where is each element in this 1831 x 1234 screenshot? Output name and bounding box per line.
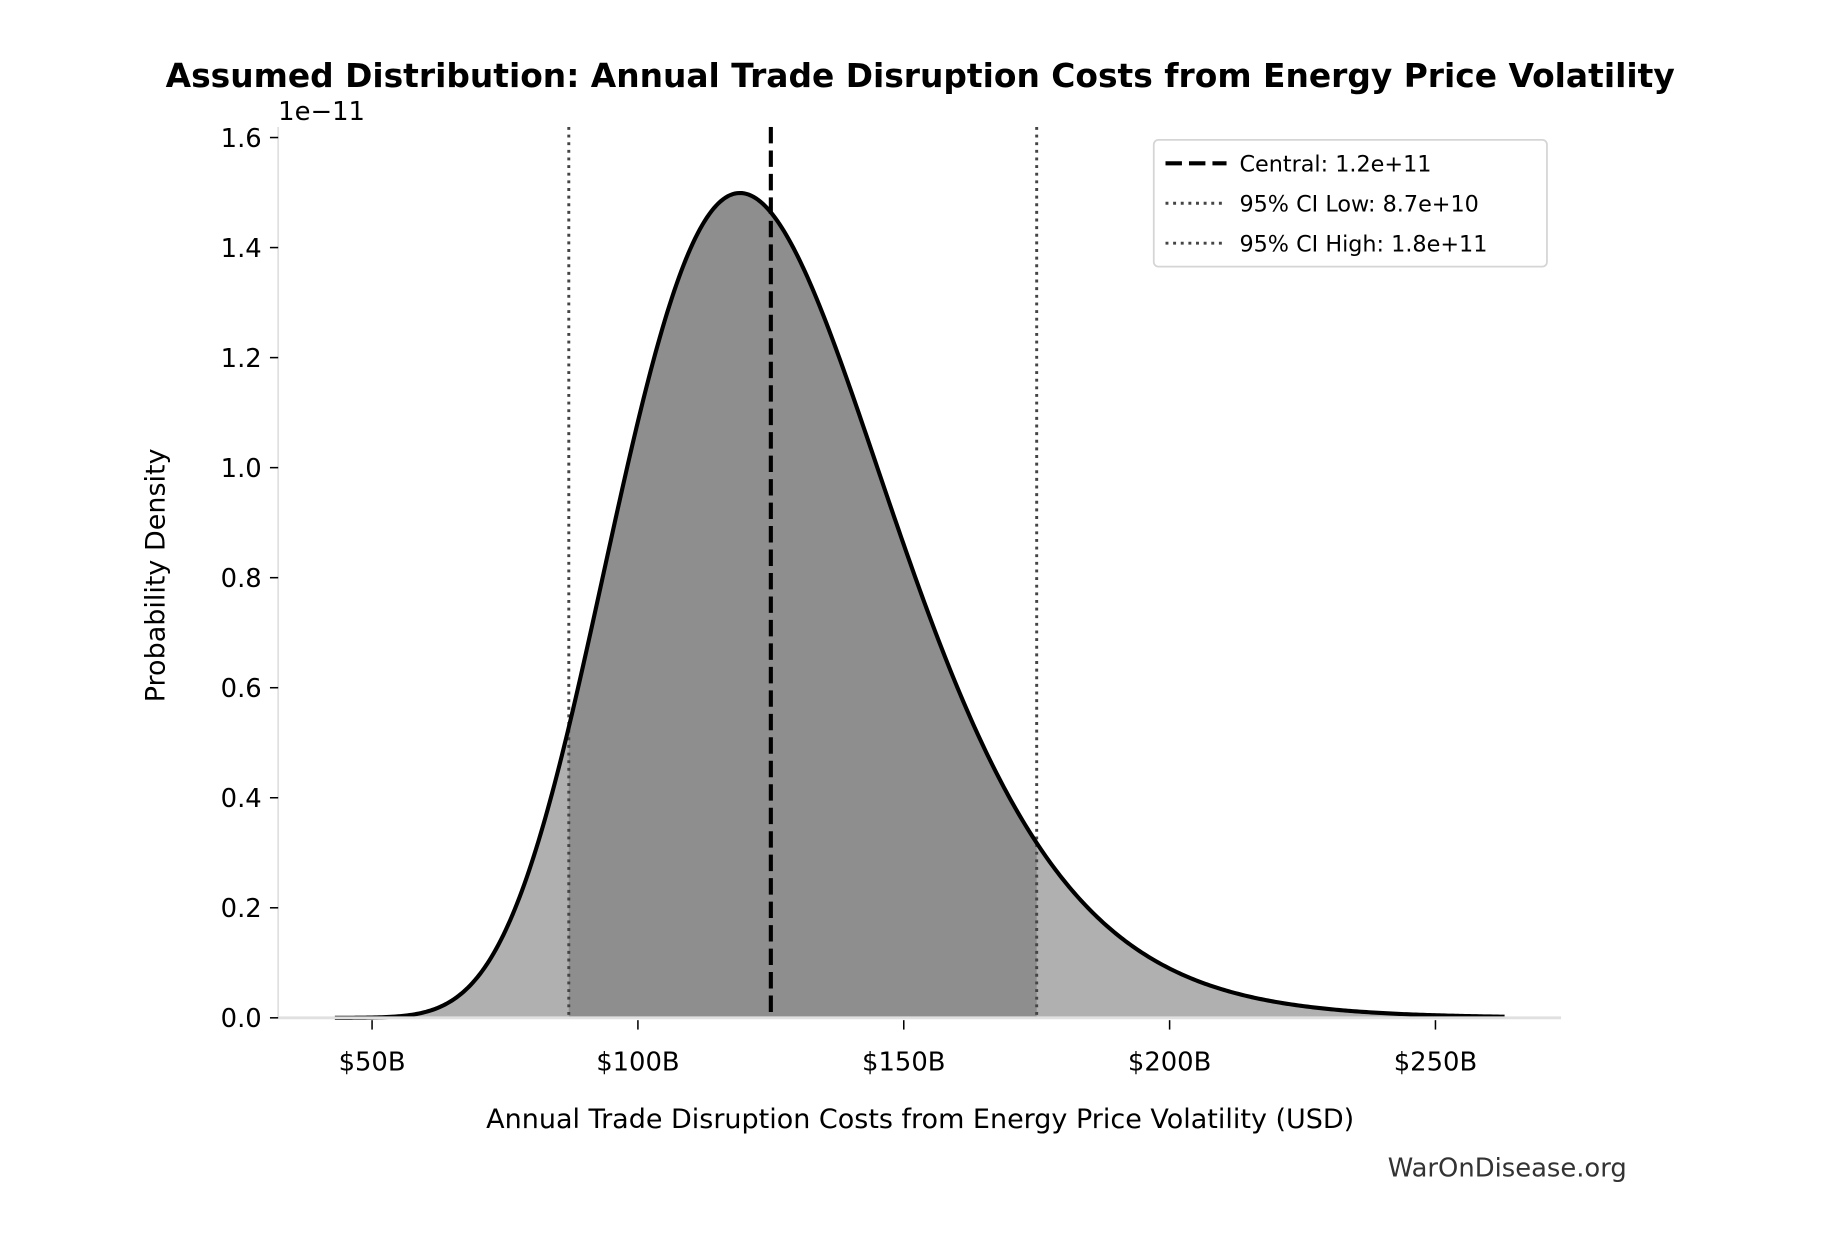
plot-area — [277, 126, 1562, 1020]
y-tick-label: 0.0 — [221, 1004, 262, 1034]
watermark: WarOnDisease.org — [1388, 1153, 1627, 1183]
y-tick-label: 1.6 — [221, 124, 262, 154]
legend-central-label: Central: 1.2e+11 — [1239, 152, 1431, 178]
x-tick-label: $250B — [1394, 1048, 1477, 1078]
y-axis-label: Probability Density — [140, 448, 171, 702]
chart-title: Assumed Distribution: Annual Trade Disru… — [166, 56, 1675, 95]
y-tick-label: 0.6 — [221, 674, 262, 704]
y-tick-label: 1.4 — [221, 234, 262, 264]
x-tick-label: $50B — [339, 1048, 406, 1078]
legend: Central: 1.2e+11 95% CI Low: 8.7e+10 95%… — [1152, 139, 1548, 268]
ci-fill-area — [568, 192, 1037, 1018]
x-tick-label: $200B — [1128, 1048, 1211, 1078]
y-tick-label: 1.2 — [221, 344, 262, 374]
y-tick-label: 0.8 — [221, 564, 262, 594]
x-ticks: $50B $100B $150B $200B $250B — [339, 1020, 1477, 1078]
x-axis-label: Annual Trade Disruption Costs from Energ… — [486, 1104, 1354, 1135]
y-tick-label: 0.4 — [221, 784, 262, 814]
legend-frame — [1152, 139, 1548, 268]
legend-ci-low-label: 95% CI Low: 8.7e+10 — [1239, 191, 1478, 217]
x-tick-label: $150B — [862, 1048, 945, 1078]
x-tick-label: $100B — [596, 1048, 679, 1078]
density-curve — [334, 190, 1505, 1020]
y-offset-text: 1e−11 — [278, 97, 365, 127]
y-ticks: 0.0 0.2 0.4 0.6 0.8 1.0 1.2 1.4 1.6 — [221, 124, 279, 1034]
y-tick-label: 0.2 — [221, 894, 262, 924]
legend-ci-high-label: 95% CI High: 1.8e+11 — [1239, 231, 1487, 257]
y-tick-label: 1.0 — [221, 454, 262, 484]
